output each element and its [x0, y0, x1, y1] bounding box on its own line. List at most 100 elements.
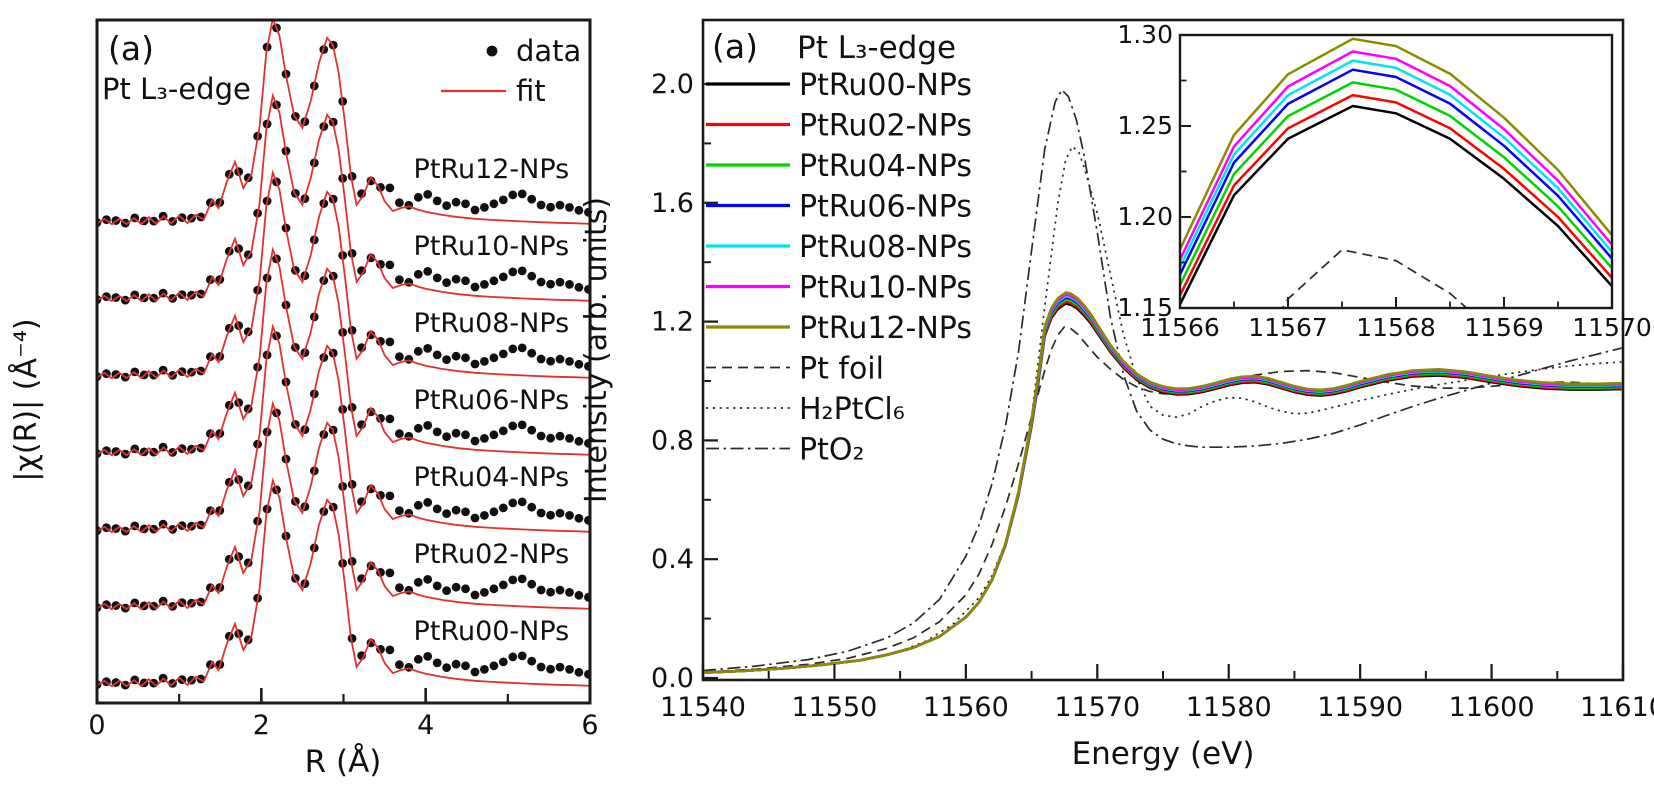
- inset-y-tick-label: 1.20: [1117, 202, 1173, 231]
- x-tick-label: 11550: [791, 692, 877, 723]
- data-dot: [432, 350, 442, 360]
- exafs-series-PtRu10-NPs: [98, 92, 589, 305]
- data-dot: [432, 427, 442, 437]
- data-dot: [517, 574, 527, 584]
- legend-label-PtRu08-NPs: PtRu08-NPs: [799, 230, 972, 265]
- left-plot-frame: [95, 18, 592, 705]
- inset-curve-PtRu04-NPs: [1181, 81, 1611, 287]
- exafs-series-PtRu02-NPs: [98, 400, 589, 613]
- panel-label: (a): [108, 29, 154, 68]
- legend-label-Pt foil: Pt foil: [799, 352, 884, 387]
- inset-curve-PtRu00-NPs: [1181, 104, 1611, 306]
- data-dot: [404, 662, 414, 672]
- data-dot: [565, 203, 574, 212]
- data-dot: [546, 202, 555, 212]
- data-dots: [98, 331, 589, 536]
- data-dot: [480, 203, 489, 212]
- x-tick-label: 11590: [1317, 692, 1403, 723]
- left-panel: PtRu00-NPs PtRu02-NPs PtRu04-NPs PtRu06-NPs…: [8, 18, 599, 780]
- legend-data-marker: [486, 45, 498, 57]
- fit-line: [98, 400, 589, 611]
- data-dot: [461, 276, 470, 286]
- y-tick-label: 0.4: [651, 544, 694, 575]
- data-dot: [470, 513, 480, 523]
- data-dot: [527, 579, 537, 589]
- data-dot: [432, 658, 442, 668]
- data-dot: [508, 190, 518, 200]
- data-dot: [451, 197, 461, 207]
- data-dot: [498, 657, 508, 667]
- data-dot: [413, 269, 423, 279]
- data-dot: [555, 354, 565, 364]
- left-curves: [98, 21, 589, 690]
- data-dot: [451, 659, 461, 669]
- data-dot: [385, 260, 395, 270]
- data-dot: [517, 420, 527, 430]
- legend-label-H₂PtCl₆: H₂PtCl₆: [799, 392, 905, 427]
- data-dot: [498, 349, 508, 359]
- inset-panel: 11566 11567 11568 11569 11570 1.15 1.20 1.25 1.3…: [1117, 20, 1651, 342]
- curve-PtO₂: [704, 88, 1622, 672]
- data-dot: [565, 665, 574, 674]
- exafs-series-PtRu04-NPs: [98, 323, 589, 536]
- data-dot: [442, 201, 451, 211]
- data-dot: [536, 508, 546, 518]
- data-dot: [480, 511, 489, 520]
- data-dot: [527, 271, 537, 281]
- x-tick-label: 4: [417, 710, 434, 741]
- legend-fit-label: fit: [516, 74, 546, 108]
- y-tick-label: 1.6: [651, 188, 694, 219]
- data-dot: [385, 414, 395, 424]
- data-dot: [489, 353, 499, 363]
- data-dot: [536, 431, 546, 441]
- data-dot: [461, 661, 470, 671]
- data-dot: [508, 652, 518, 662]
- data-dots: [98, 485, 589, 690]
- data-dot: [413, 192, 423, 202]
- x-tick-label: 11570: [1054, 692, 1140, 723]
- data-dot: [423, 267, 433, 276]
- data-dot: [536, 200, 546, 210]
- legend-data-label: data: [516, 34, 581, 68]
- fit-line: [98, 477, 589, 688]
- y-tick-label: 0.8: [651, 425, 694, 456]
- data-dot: [555, 508, 565, 518]
- data-dot: [385, 183, 395, 193]
- data-dot: [413, 500, 423, 510]
- data-dot: [451, 505, 461, 515]
- data-dot: [451, 428, 461, 438]
- data-dot: [546, 433, 555, 443]
- x-tick-label: 11580: [1186, 692, 1272, 723]
- x-axis-label: R (Å): [305, 744, 382, 780]
- x-axis-label: Energy (eV): [1072, 736, 1255, 772]
- data-dot: [546, 587, 555, 597]
- data-dot: [517, 266, 527, 276]
- data-dot: [536, 662, 546, 672]
- data-dot: [565, 280, 574, 289]
- sample-label: PtRu10-NPs: [414, 231, 570, 262]
- exafs-series-PtRu00-NPs: [98, 477, 589, 690]
- inset-y-tick-label: 1.30: [1117, 20, 1173, 49]
- legend-label-PtRu04-NPs: PtRu04-NPs: [799, 149, 972, 184]
- data-dot: [565, 434, 574, 443]
- data-dot: [527, 194, 537, 204]
- data-dot: [395, 198, 404, 208]
- data-dot: [385, 645, 395, 655]
- data-dot: [574, 359, 584, 369]
- data-dot: [489, 199, 499, 209]
- right-legend: PtRu00-NPs PtRu02-NPs PtRu04-NPs PtRu06-NPs…: [706, 68, 972, 468]
- data-dot: [451, 582, 461, 592]
- data-dot: [508, 498, 518, 508]
- data-dot: [565, 357, 574, 366]
- data-dot: [555, 431, 565, 441]
- data-dot: [413, 423, 423, 433]
- data-dot: [470, 205, 480, 215]
- fit-line: [98, 21, 589, 226]
- data-dot: [461, 584, 470, 594]
- fit-line: [98, 92, 589, 303]
- sample-label: PtRu02-NPs: [414, 539, 570, 570]
- y-axis-label: Intensity (arb. units): [579, 197, 614, 503]
- data-dot: [404, 277, 414, 287]
- data-dot: [442, 586, 451, 595]
- y-axis-label: |χ(R)| (Å⁻⁴): [8, 318, 44, 481]
